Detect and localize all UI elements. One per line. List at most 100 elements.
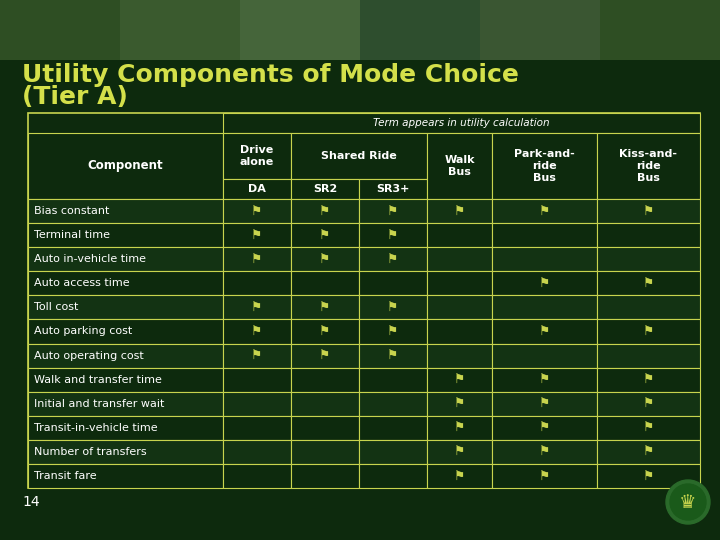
Bar (223, 320, 291, 343)
Text: 14: 14 (22, 495, 40, 509)
Bar (600, 0, 720, 60)
Bar (359, 223, 427, 247)
Text: (Tier A): (Tier A) (22, 85, 128, 109)
Bar (223, 179, 291, 199)
Text: Transit-in-vehicle time: Transit-in-vehicle time (34, 423, 158, 433)
Text: ⚑: ⚑ (539, 373, 550, 386)
Text: ⚑: ⚑ (454, 421, 465, 434)
Bar (28, 223, 223, 247)
Bar (291, 368, 359, 392)
Text: Component: Component (88, 159, 163, 172)
Bar (360, 0, 480, 60)
Bar (492, 343, 597, 368)
Bar (427, 416, 492, 440)
Bar (492, 392, 597, 416)
Text: ⚑: ⚑ (539, 469, 550, 482)
Bar (427, 343, 492, 368)
Bar (28, 343, 223, 368)
Bar (291, 223, 359, 247)
Bar (427, 368, 492, 392)
Text: Park-and-
ride
Bus: Park-and- ride Bus (514, 149, 575, 183)
Bar (427, 295, 492, 320)
Text: ⚑: ⚑ (643, 205, 654, 218)
Text: ⚑: ⚑ (320, 325, 330, 338)
Text: ⚑: ⚑ (539, 277, 550, 290)
Bar (597, 295, 700, 320)
Bar (223, 133, 291, 179)
Text: ⚑: ⚑ (320, 301, 330, 314)
Bar (223, 199, 291, 223)
Bar (223, 223, 291, 247)
Bar (28, 247, 223, 271)
Text: ⚑: ⚑ (454, 373, 465, 386)
Bar (359, 271, 427, 295)
Bar (291, 199, 359, 223)
Bar (28, 440, 223, 464)
Bar (291, 392, 359, 416)
Text: ⚑: ⚑ (643, 397, 654, 410)
Bar (291, 320, 359, 343)
Text: ⚑: ⚑ (643, 421, 654, 434)
Bar (223, 368, 291, 392)
Text: ⚑: ⚑ (454, 469, 465, 482)
Text: Transit fare: Transit fare (34, 471, 96, 481)
Text: Walk and transfer time: Walk and transfer time (34, 375, 162, 384)
Bar (492, 199, 597, 223)
Bar (28, 295, 223, 320)
Bar (597, 440, 700, 464)
Text: ⚑: ⚑ (387, 205, 399, 218)
Bar (359, 199, 427, 223)
Text: ⚑: ⚑ (387, 349, 399, 362)
Text: Number of transfers: Number of transfers (34, 447, 147, 457)
Bar (492, 368, 597, 392)
Bar (480, 0, 600, 60)
Bar (597, 223, 700, 247)
Bar (359, 440, 427, 464)
Bar (492, 464, 597, 488)
Text: ⚑: ⚑ (454, 205, 465, 218)
Bar (0, 0, 720, 60)
Text: ⚑: ⚑ (454, 446, 465, 458)
Bar (291, 440, 359, 464)
Bar (359, 247, 427, 271)
Text: ♛: ♛ (679, 492, 697, 511)
Text: ⚑: ⚑ (643, 446, 654, 458)
Text: ⚑: ⚑ (320, 349, 330, 362)
Bar (597, 464, 700, 488)
Bar (359, 320, 427, 343)
Text: Drive
alone: Drive alone (240, 145, 274, 167)
Text: ⚑: ⚑ (454, 397, 465, 410)
Text: Shared Ride: Shared Ride (321, 151, 397, 161)
Bar (223, 295, 291, 320)
Bar (28, 271, 223, 295)
Bar (492, 247, 597, 271)
Bar (492, 295, 597, 320)
Text: ⚑: ⚑ (251, 349, 263, 362)
Bar (223, 392, 291, 416)
Bar (291, 133, 427, 179)
Bar (359, 295, 427, 320)
Bar (597, 320, 700, 343)
Bar (359, 179, 427, 199)
Bar (291, 247, 359, 271)
Circle shape (670, 484, 706, 520)
Bar (427, 199, 492, 223)
Bar (427, 271, 492, 295)
Text: ⚑: ⚑ (539, 205, 550, 218)
Text: ⚑: ⚑ (251, 301, 263, 314)
Bar (359, 464, 427, 488)
Text: Auto access time: Auto access time (34, 278, 130, 288)
Bar (28, 320, 223, 343)
Text: ⚑: ⚑ (539, 397, 550, 410)
Text: ⚑: ⚑ (539, 421, 550, 434)
Bar (597, 271, 700, 295)
Bar (359, 416, 427, 440)
Bar (597, 343, 700, 368)
Text: ⚑: ⚑ (251, 325, 263, 338)
Bar (223, 343, 291, 368)
Bar (427, 440, 492, 464)
Text: SR2: SR2 (313, 184, 337, 194)
Text: Bias constant: Bias constant (34, 206, 109, 216)
Circle shape (666, 480, 710, 524)
Text: ⚑: ⚑ (251, 228, 263, 241)
